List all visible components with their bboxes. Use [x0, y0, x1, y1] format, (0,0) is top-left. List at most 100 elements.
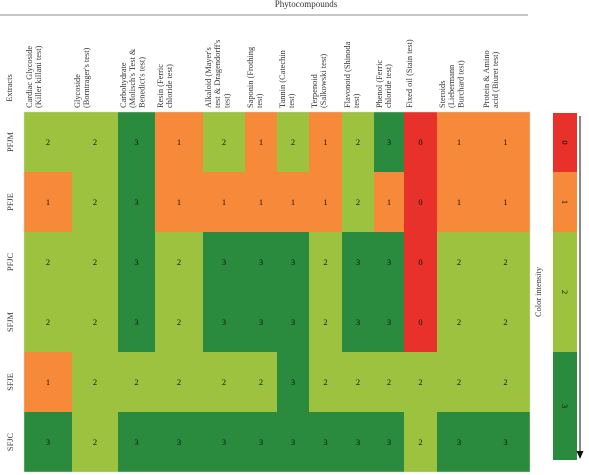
heatmap-cell — [203, 412, 245, 472]
cell-value: 2 — [93, 437, 97, 447]
heatmap-cell — [437, 292, 481, 352]
heatmap-cell — [342, 172, 374, 232]
heatmap-cell — [277, 412, 309, 472]
heatmap-cell — [245, 112, 277, 172]
cell-value: 3 — [387, 437, 391, 447]
heatmap-cell — [277, 232, 309, 292]
heatmap-cell — [374, 412, 404, 472]
heatmap-cell — [342, 112, 374, 172]
cell-value: 0 — [418, 257, 422, 267]
cell-value: 2 — [457, 257, 461, 267]
colorbar-segment — [553, 232, 577, 352]
column-header: Alkaloid (Mayer'stest & Dragendorff'stes… — [204, 40, 231, 108]
colorbar-label: Color intensity — [534, 266, 543, 317]
heatmap-cell — [342, 292, 374, 352]
cell-value: 2 — [46, 317, 50, 327]
column-header: Steroids(LiebermannBurchard test) — [438, 60, 465, 108]
cell-value: 3 — [291, 437, 295, 447]
colorbar-level-label: 3 — [560, 404, 570, 408]
heatmap-cell — [404, 352, 437, 412]
row-labels: PFJM PFJE PFJC SFJM SFJE SFJC — [6, 131, 15, 451]
column-header-line: Flavonoid (Shinoda — [343, 41, 352, 108]
column-header-line: test) — [287, 93, 296, 108]
heatmap-cell — [203, 172, 245, 232]
heatmap-cell — [72, 412, 118, 472]
heatmap-cell — [404, 292, 437, 352]
heatmap-cell — [481, 292, 530, 352]
heatmap-cell — [118, 172, 155, 232]
cell-value: 3 — [387, 317, 391, 327]
column-header: Carbohydrate(Molisch's Test &Benedict's … — [119, 48, 146, 108]
colorbar: 0 1 2 3 Color intensity — [534, 113, 584, 460]
cell-value: 2 — [93, 377, 97, 387]
cell-value: 1 — [222, 197, 226, 207]
cell-value: 2 — [457, 317, 461, 327]
column-header-line: Fixed oil (Stain test) — [405, 39, 414, 108]
cell-value: 2 — [356, 197, 360, 207]
cell-value: 2 — [323, 317, 327, 327]
heatmap-cell — [118, 232, 155, 292]
cell-value: 2 — [503, 317, 507, 327]
heatmap-cell — [24, 232, 72, 292]
cell-value: 2 — [418, 377, 422, 387]
cell-value: 1 — [177, 197, 181, 207]
cell-value: 3 — [134, 197, 138, 207]
cell-value: 1 — [291, 197, 295, 207]
cell-value: 3 — [259, 257, 263, 267]
heatmap-cell — [374, 292, 404, 352]
heatmap-cell — [24, 292, 72, 352]
cell-value: 1 — [46, 377, 50, 387]
column-header: Resin (Ferricchloride test) — [156, 64, 174, 108]
cell-value: 1 — [259, 197, 263, 207]
column-header-line: Steroids — [438, 81, 447, 108]
column-header-line: test) — [255, 93, 264, 108]
cell-value: 3 — [259, 317, 263, 327]
cell-value: 3 — [356, 257, 360, 267]
heatmap-cell — [155, 112, 203, 172]
column-header: Glycoside(Borntrager's test) — [73, 47, 91, 108]
column-header-line: test) — [352, 93, 361, 108]
cell-value: 1 — [323, 137, 327, 147]
cell-value: 2 — [177, 377, 181, 387]
heatmap-cell — [245, 172, 277, 232]
cell-value: 3 — [134, 257, 138, 267]
heatmap-cell — [309, 412, 342, 472]
heatmap-cell — [309, 172, 342, 232]
cell-value: 3 — [387, 137, 391, 147]
cell-value: 3 — [259, 437, 263, 447]
cell-value: 2 — [418, 437, 422, 447]
cell-value: 1 — [457, 197, 461, 207]
colorbar-level-label: 1 — [560, 200, 570, 204]
row-label: PFJC — [6, 253, 15, 272]
heatmap-cell — [342, 352, 374, 412]
cell-value: 3 — [291, 317, 295, 327]
cell-value: 3 — [356, 437, 360, 447]
column-headers: Cardiac Glycoside(Killer killani test) Gl… — [25, 39, 500, 108]
heatmap-cell — [481, 232, 530, 292]
cell-value: 2 — [177, 317, 181, 327]
heatmap-cell — [277, 352, 309, 412]
column-header: Flavonoid (Shinodatest) — [343, 41, 361, 108]
column-header: Tannin (Catechintest) — [278, 49, 296, 108]
heatmap-cell — [309, 352, 342, 412]
row-axis-label: Extracts — [5, 74, 14, 101]
cell-value: 3 — [503, 437, 507, 447]
column-header-line: Carbohydrate — [119, 62, 128, 108]
cell-value: 3 — [222, 437, 226, 447]
cell-value: 3 — [46, 437, 50, 447]
colorbar-level-label: 0 — [560, 140, 570, 144]
heatmap-cell — [155, 172, 203, 232]
cell-value: 2 — [291, 137, 295, 147]
column-header: Terpenoid(Salkowski test) — [310, 54, 328, 108]
heatmap-cell — [404, 112, 437, 172]
heatmap-cell — [245, 412, 277, 472]
cell-value: 1 — [503, 197, 507, 207]
column-header: Cardiac Glycoside(Killer killani test) — [25, 45, 43, 108]
cell-value: 1 — [503, 137, 507, 147]
cell-value: 3 — [356, 317, 360, 327]
cell-value: 2 — [259, 377, 263, 387]
cell-value: 3 — [291, 257, 295, 267]
cell-value: 2 — [222, 377, 226, 387]
column-header-line: (Salkowski test) — [319, 54, 328, 108]
